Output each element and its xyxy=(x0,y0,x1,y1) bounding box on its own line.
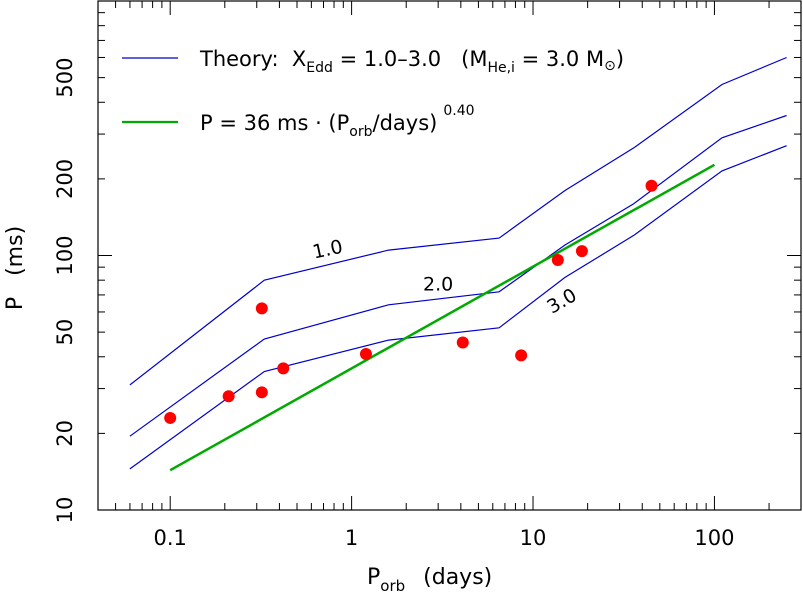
theory-curve-line xyxy=(129,114,787,437)
data-point xyxy=(359,348,372,361)
x-axis-label: Porb (days) xyxy=(367,565,492,595)
data-point xyxy=(222,390,235,403)
x-tick-label: 1 xyxy=(345,526,358,550)
data-point xyxy=(164,411,177,424)
y-tick-label: 200 xyxy=(53,159,77,199)
legend: Theory: XEdd = 1.0–3.0 (MHe,i = 3.0 M⊙) … xyxy=(122,47,624,140)
fit-line xyxy=(169,163,716,472)
x-tick-label: 0.1 xyxy=(153,526,186,550)
y-tick-label: 50 xyxy=(53,319,77,346)
y-axis-label: P (ms) xyxy=(3,226,28,310)
data-point xyxy=(456,336,469,349)
theory-curve-line xyxy=(129,56,787,386)
y-tick-label: 100 xyxy=(53,235,77,275)
data-points xyxy=(164,179,658,424)
legend-theory-text: Theory: XEdd = 1.0–3.0 (MHe,i = 3.0 M⊙) xyxy=(199,47,624,76)
curve-label: 2.0 xyxy=(423,273,453,295)
plot-frame xyxy=(97,0,802,511)
x-tick-label: 10 xyxy=(520,526,547,550)
data-point xyxy=(255,302,268,315)
data-point xyxy=(515,349,528,362)
curve-label: 1.0 xyxy=(311,236,345,264)
data-point xyxy=(277,362,290,375)
legend-fit-text: P = 36 ms · (Porb/days) 0.40 xyxy=(200,103,475,140)
fit-line-group xyxy=(169,163,716,472)
data-point xyxy=(645,179,658,192)
curve-labels: 1.02.03.0 xyxy=(311,236,581,319)
data-point xyxy=(255,386,268,399)
y-tick-label: 500 xyxy=(53,58,77,98)
y-tick-label: 20 xyxy=(53,420,77,447)
x-tick-label: 100 xyxy=(694,526,734,550)
axis-ticks: 0.1 1 10 100 10 20 50 100 200 500 xyxy=(53,1,802,550)
data-point xyxy=(551,254,564,267)
y-tick-label: 10 xyxy=(53,497,77,524)
data-point xyxy=(575,245,588,258)
